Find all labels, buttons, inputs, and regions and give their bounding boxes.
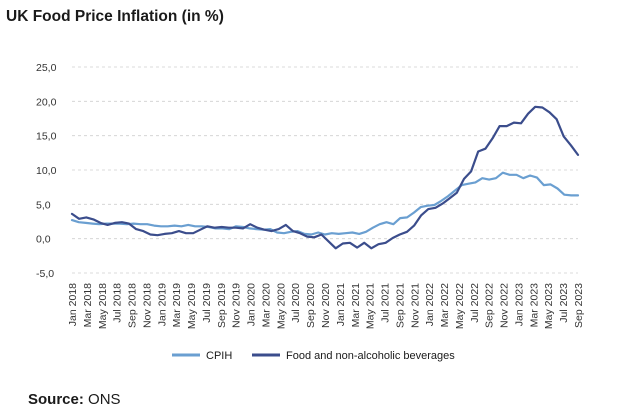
legend: CPIH Food and non-alcoholic beverages bbox=[172, 350, 455, 362]
x-tick-label: May 2022 bbox=[454, 283, 466, 329]
x-tick-label: Jul 2018 bbox=[112, 283, 124, 323]
x-tick-label: Jan 2018 bbox=[67, 283, 79, 326]
x-axis-ticks: Jan 2018 Mar 2018 May 2018 Jul 2018 Sep 2018… bbox=[67, 283, 585, 329]
x-tick-label: Nov 2021 bbox=[409, 283, 421, 328]
x-tick-label: Jul 2021 bbox=[380, 283, 392, 323]
y-tick-label: 20,0 bbox=[36, 96, 57, 108]
x-tick-label: Nov 2020 bbox=[320, 283, 332, 328]
x-tick-label: Jul 2023 bbox=[558, 283, 570, 323]
source-value: ONS bbox=[88, 391, 121, 408]
series-line-cpih bbox=[70, 171, 580, 236]
x-tick-label: Nov 2022 bbox=[499, 283, 511, 328]
x-tick-label: Sep 2018 bbox=[127, 283, 139, 328]
x-tick-label: Jul 2020 bbox=[290, 283, 302, 323]
x-tick-label: May 2020 bbox=[275, 283, 287, 329]
x-tick-label: Mar 2021 bbox=[350, 283, 362, 328]
x-tick-label: Mar 2018 bbox=[82, 283, 94, 328]
y-tick-label: 15,0 bbox=[36, 131, 57, 143]
y-tick-label: 10,0 bbox=[36, 165, 57, 177]
y-tick-label: 25,0 bbox=[36, 62, 57, 74]
x-tick-label: May 2023 bbox=[543, 283, 555, 329]
x-tick-label: Sep 2019 bbox=[216, 283, 228, 328]
x-tick-label: Mar 2022 bbox=[439, 283, 451, 328]
x-tick-label: Mar 2020 bbox=[260, 283, 272, 328]
y-tick-label: 5,0 bbox=[36, 199, 51, 211]
x-tick-label: Nov 2018 bbox=[141, 283, 153, 328]
y-tick-label: 0,0 bbox=[36, 234, 51, 246]
line-chart: 25,020,015,010,05,00,0-5,0 Jan 2018 Mar 2… bbox=[36, 62, 585, 362]
x-tick-label: Nov 2019 bbox=[231, 283, 243, 328]
gridlines bbox=[72, 66, 578, 274]
x-tick-label: Jul 2019 bbox=[201, 283, 213, 323]
source-note: Source: ONS bbox=[28, 391, 121, 408]
x-tick-label: Sep 2020 bbox=[305, 283, 317, 328]
x-tick-label: Jan 2023 bbox=[513, 283, 525, 326]
x-tick-label: Jan 2020 bbox=[246, 283, 258, 326]
x-tick-label: Mar 2019 bbox=[171, 283, 183, 328]
series-line-food-beverages bbox=[70, 105, 580, 250]
y-tick-label: -5,0 bbox=[36, 268, 54, 280]
legend-label: CPIH bbox=[206, 350, 232, 362]
x-tick-label: Sep 2023 bbox=[573, 283, 585, 328]
x-tick-label: Jan 2019 bbox=[156, 283, 168, 326]
chart-title: UK Food Price Inflation (in %) bbox=[6, 8, 224, 25]
x-tick-label: Mar 2023 bbox=[528, 283, 540, 328]
x-tick-label: May 2021 bbox=[365, 283, 377, 329]
x-tick-label: Jan 2022 bbox=[424, 283, 436, 326]
x-tick-label: Jan 2021 bbox=[335, 283, 347, 326]
legend-label: Food and non-alcoholic beverages bbox=[286, 350, 455, 362]
series-lines bbox=[70, 105, 580, 250]
x-tick-label: Sep 2022 bbox=[484, 283, 496, 328]
x-tick-label: May 2019 bbox=[186, 283, 198, 329]
y-axis-ticks: 25,0 20,0 15,0 10,0 5,0 0,0 -5,0 bbox=[36, 62, 57, 280]
x-tick-label: May 2018 bbox=[97, 283, 109, 329]
source-label: Source: bbox=[28, 391, 84, 408]
x-tick-label: Sep 2021 bbox=[394, 283, 406, 328]
x-tick-label: Jul 2022 bbox=[469, 283, 481, 323]
